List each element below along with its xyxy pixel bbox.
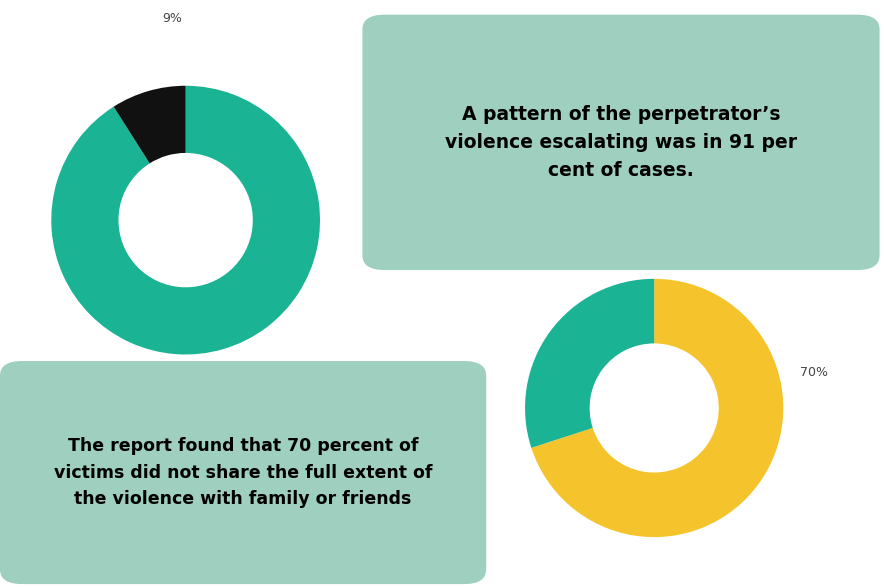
Wedge shape — [51, 86, 320, 355]
Wedge shape — [114, 86, 186, 163]
Wedge shape — [525, 279, 654, 448]
Text: The report found that 70 percent of
victims did not share the full extent of
the: The report found that 70 percent of vict… — [54, 437, 432, 508]
Text: 9%: 9% — [163, 12, 182, 25]
Text: 91%: 91% — [158, 420, 187, 433]
Text: A pattern of the perpetrator’s
violence escalating was in 91 per
cent of cases.: A pattern of the perpetrator’s violence … — [445, 105, 797, 180]
Wedge shape — [531, 279, 783, 537]
Text: 70%: 70% — [800, 366, 828, 379]
Text: 30%: 30% — [498, 221, 526, 234]
FancyBboxPatch shape — [362, 15, 880, 270]
FancyBboxPatch shape — [0, 361, 486, 584]
